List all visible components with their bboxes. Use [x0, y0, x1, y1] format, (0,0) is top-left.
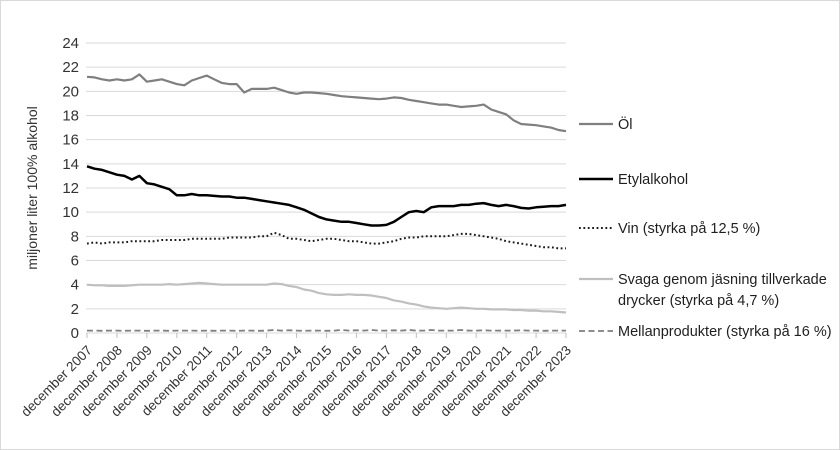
- legend: Öl Etylalkohol Vin (styrka på 12,5 %) Sv…: [579, 115, 832, 340]
- legend-label-svaga-drycker-row2: drycker (styrka på 4,7 %): [618, 293, 779, 309]
- series-line-0: [86, 73, 567, 133]
- series-line-4: [87, 329, 566, 332]
- series-line-1: [86, 165, 567, 227]
- legend-label-mellanprodukter: Mellanprodukter (styrka på 16 %): [618, 324, 832, 340]
- series-line-2: [86, 231, 566, 250]
- gridlines: [86, 42, 566, 334]
- y-tick-label: 16: [62, 132, 79, 149]
- legend-item-vin: Vin (styrka på 12,5 %): [579, 221, 760, 237]
- legend-label-vin: Vin (styrka på 12,5 %): [618, 221, 760, 237]
- y-tick-label: 20: [62, 83, 79, 100]
- y-axis-title: miljoner liter 100% alkohol: [24, 106, 40, 269]
- y-tick-label: 12: [62, 180, 79, 197]
- data-series-lines: [86, 73, 567, 332]
- legend-label-svaga-drycker-row1: Svaga genom jäsning tillverkade: [618, 272, 827, 288]
- legend-label-etylalkohol: Etylalkohol: [618, 172, 688, 188]
- y-tick-label: 4: [71, 277, 79, 294]
- legend-item-svaga-drycker: Svaga genom jäsning tillverkade drycker …: [579, 272, 827, 309]
- y-tick-label: 6: [71, 253, 79, 270]
- y-tick-label: 2: [71, 301, 79, 318]
- y-tick-label: 0: [71, 325, 79, 342]
- series-line-3: [86, 281, 567, 314]
- y-tick-label: 8: [71, 228, 79, 245]
- y-tick-label: 24: [62, 35, 79, 52]
- legend-label-ol: Öl: [618, 115, 633, 133]
- legend-item-mellanprodukter: Mellanprodukter (styrka på 16 %): [579, 324, 832, 340]
- legend-item-etylalkohol: Etylalkohol: [579, 172, 688, 188]
- y-tick-label: 14: [62, 156, 79, 173]
- y-tick-label: 18: [62, 108, 79, 125]
- y-tick-label: 10: [62, 204, 79, 221]
- y-tick-label: 22: [62, 59, 79, 76]
- legend-item-ol: Öl: [579, 115, 633, 133]
